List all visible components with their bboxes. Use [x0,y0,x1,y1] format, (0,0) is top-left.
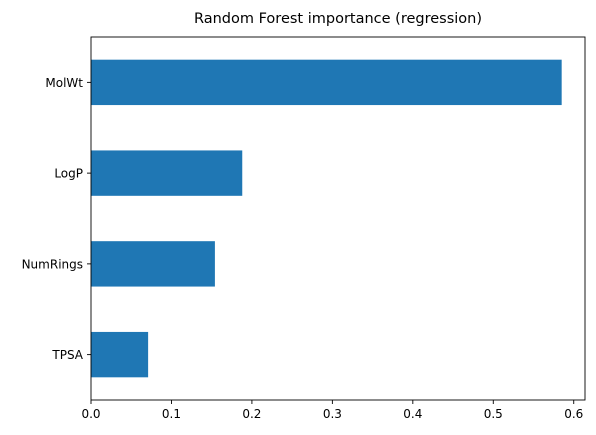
y-tick-label: MolWt [45,76,83,90]
x-axis-ticks: 0.0 0.1 0.2 0.3 0.4 0.5 0.6 [81,400,583,421]
bars-layer [91,59,562,378]
x-tick-label: 0.3 [323,407,342,421]
y-tick-label: TPSA [51,348,83,362]
bar-numrings [91,241,215,287]
x-tick-label: 0.4 [403,407,422,421]
plot-frame [90,36,586,401]
x-tick-label: 0.0 [81,407,100,421]
x-tick-label: 0.5 [484,407,503,421]
chart-title: Random Forest importance (regression) [194,11,482,27]
bar-molwt [91,59,562,106]
y-tick-label: NumRings [22,257,83,271]
y-axis-ticks: MolWt LogP NumRings TPSA [22,76,91,362]
bar-logp [91,150,243,196]
x-tick-label: 0.2 [242,407,261,421]
x-tick-label: 0.1 [162,407,181,421]
y-tick-label: LogP [54,167,83,181]
x-tick-label: 0.6 [564,407,583,421]
bar-tpsa [91,331,149,378]
